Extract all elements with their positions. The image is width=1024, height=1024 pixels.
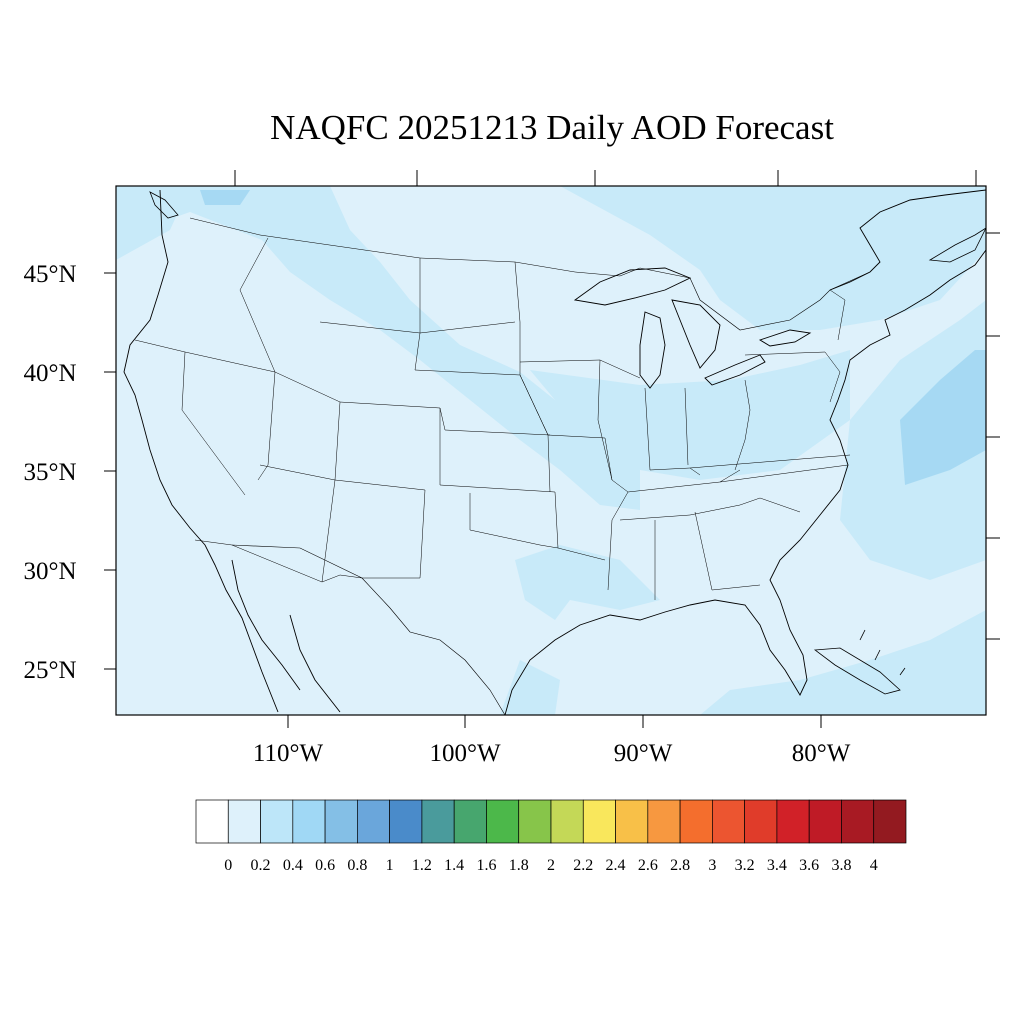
colorbar-swatch <box>486 799 520 844</box>
aod-band-gulf <box>515 545 660 620</box>
colorbar-swatch <box>550 799 584 844</box>
colorbar-swatch <box>421 799 455 844</box>
colorbar-label: 2.4 <box>606 857 626 874</box>
colorbar-swatch <box>260 799 294 844</box>
aod-band-midwest <box>530 350 850 480</box>
lat-label: 45°N <box>23 261 76 288</box>
aod-band-northwest <box>116 186 640 510</box>
lat-label: 35°N <box>23 459 76 486</box>
lon-label: 100°W <box>429 740 500 767</box>
aod-band-northeast <box>560 186 986 330</box>
map-frame <box>115 185 987 716</box>
colorbar: 0 0.2 0.4 0.6 0.8 1 1.2 1.4 1.6 1.8 2 2.2 2.4 2.6 2.8 3… <box>195 799 907 874</box>
colorbar-swatch <box>582 799 616 844</box>
lon-label: 110°W <box>253 740 324 767</box>
colorbar-label: 0.6 <box>315 857 335 874</box>
colorbar-label: 0.4 <box>283 857 303 874</box>
colorbar-swatch <box>841 799 875 844</box>
lon-label: 90°W <box>614 740 673 767</box>
colorbar-label: 4 <box>870 857 878 874</box>
colorbar-swatch <box>615 799 649 844</box>
colorbar-swatch <box>195 799 229 844</box>
lat-label: 40°N <box>23 360 76 387</box>
colorbar-swatch <box>776 799 810 844</box>
colorbar-swatch <box>873 799 907 844</box>
aod-patch-atlantic <box>900 350 986 485</box>
map-panel <box>116 186 986 715</box>
international-borders <box>231 267 871 715</box>
longitude-axis: 110°W 100°W 90°W 80°W <box>234 170 977 767</box>
colorbar-label: 1.4 <box>444 857 464 874</box>
nova-scotia <box>928 227 986 263</box>
lon-label: 80°W <box>792 740 851 767</box>
lake-michigan <box>639 311 666 389</box>
colorbar-swatch <box>227 799 261 844</box>
aod-high-patches <box>200 190 986 485</box>
colorbar-label: 1.8 <box>509 857 529 874</box>
aod-band-gulf-south <box>500 660 560 715</box>
colorbar-label: 0 <box>224 857 232 874</box>
coastline <box>123 189 986 715</box>
colorbar-label: 2 <box>547 857 555 874</box>
colorbar-label: 3.4 <box>767 857 787 874</box>
lat-label: 25°N <box>23 657 76 684</box>
bahamas-islands <box>859 629 906 676</box>
colorbar-swatch <box>357 799 390 844</box>
colorbar-swatch <box>679 799 713 844</box>
colorbar-label: 2.8 <box>670 857 690 874</box>
lat-label: 30°N <box>23 558 76 585</box>
colorbar-label: 1.2 <box>412 857 432 874</box>
islands <box>149 191 986 695</box>
colorbar-label: 0.2 <box>251 857 271 874</box>
colorbar-label: 1 <box>386 857 394 874</box>
colorbar-label: 3.8 <box>831 857 851 874</box>
map-title: NAQFC 20251213 Daily AOD Forecast <box>270 108 834 147</box>
colorbar-label: 1.6 <box>476 857 496 874</box>
colorbar-label: 3 <box>708 857 716 874</box>
lake-ontario <box>758 329 812 347</box>
colorbar-swatch <box>647 799 681 844</box>
latitude-axis: 45°N 40°N 35°N 30°N 25°N <box>23 232 1000 684</box>
colorbar-label: 3.6 <box>799 857 819 874</box>
aod-band-atlantic <box>700 250 986 715</box>
state-borders <box>134 217 851 600</box>
colorbar-label: 2.2 <box>573 857 593 874</box>
colorbar-swatch <box>324 799 358 844</box>
colorbar-swatch <box>292 799 326 844</box>
colorbar-swatch <box>712 799 745 844</box>
vancouver-island <box>149 191 179 219</box>
colorbar-label: 0.8 <box>347 857 367 874</box>
lake-huron <box>671 299 721 369</box>
colorbar-swatch <box>744 799 778 844</box>
colorbar-swatch <box>518 799 552 844</box>
aod-patch-nw <box>200 190 250 205</box>
colorbar-label: 3.2 <box>735 857 755 874</box>
colorbar-label: 2.6 <box>638 857 658 874</box>
aod-bands <box>116 186 986 715</box>
colorbar-swatch <box>808 799 842 844</box>
colorbar-swatch <box>453 799 487 844</box>
lake-erie <box>704 354 766 386</box>
colorbar-swatch <box>389 799 423 844</box>
cuba-island <box>813 647 901 695</box>
aod-band-pacific <box>116 186 190 260</box>
